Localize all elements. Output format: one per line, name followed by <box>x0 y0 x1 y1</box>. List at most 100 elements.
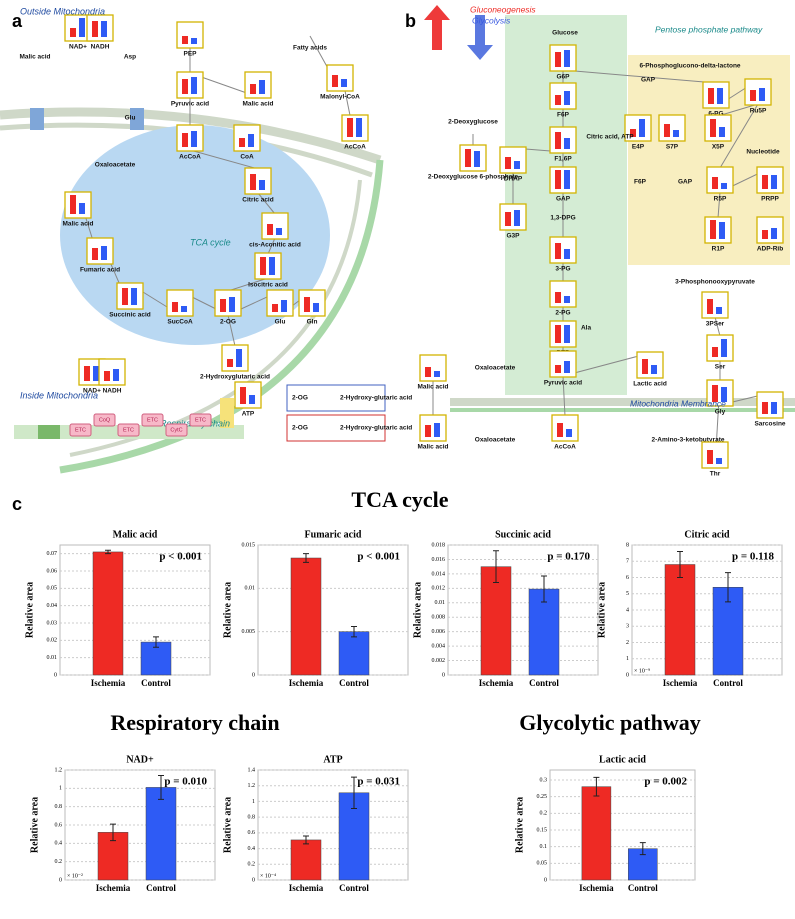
metabolite-box <box>341 114 369 142</box>
mini-bar <box>642 359 648 374</box>
mini-bar <box>191 38 197 44</box>
y-tick-label: 0 <box>626 672 629 678</box>
y-tick-label: 5 <box>626 591 629 597</box>
y-axis-label: Relative area <box>29 797 40 853</box>
mini-bar <box>555 52 561 67</box>
x-tick-label: Ischemia <box>663 678 698 688</box>
metabolite-label: Malic acid <box>242 101 273 108</box>
metabolite-label: Malic acid <box>417 444 448 451</box>
mini-bar <box>712 177 718 189</box>
y-tick-label: 0.01 <box>435 600 446 606</box>
pathway-link <box>714 316 721 337</box>
mini-bar <box>564 91 570 105</box>
y-tick-label: 0 <box>252 672 255 678</box>
metabolite-label: CoA <box>240 154 254 161</box>
panel-letter: c <box>12 494 22 514</box>
y-tick-label: 1 <box>252 799 255 805</box>
metabolite-box <box>549 280 577 308</box>
mini-bar <box>716 307 722 314</box>
y-tick-label: 0.02 <box>47 638 58 644</box>
metabolite-label: Glu <box>275 319 286 326</box>
metabolite-box <box>549 236 577 264</box>
metabolite-box <box>706 166 734 194</box>
section-heading: Glycolytic pathway <box>519 710 701 735</box>
mini-bar <box>79 203 85 214</box>
metabolite-box <box>98 358 126 386</box>
metabolite-label: 2-Amino-3-ketobutyrate <box>652 437 725 444</box>
pathway-link <box>227 314 236 347</box>
region-label: Gluconeogenesis <box>470 4 536 14</box>
metabolite-label: Nucleotide <box>746 149 780 156</box>
mini-bar <box>79 18 85 37</box>
metabolite-label: F6P <box>557 112 570 119</box>
mini-bar <box>249 395 255 404</box>
mini-bar <box>673 130 679 137</box>
metabolite-label: GAP <box>556 196 571 203</box>
metabolite-box <box>298 289 326 317</box>
error-bar <box>158 775 164 800</box>
pathway-link <box>562 352 651 377</box>
mini-bar <box>70 195 76 214</box>
mini-bar <box>555 292 561 303</box>
error-bar <box>110 823 116 842</box>
chain-label: CoQ <box>99 417 111 423</box>
mini-bar <box>721 183 727 189</box>
chart-title: Fumaric acid <box>305 529 362 540</box>
y-axis-label: Relative area <box>222 797 233 853</box>
mini-bar <box>759 88 765 101</box>
metabolite-label: Succinic acid <box>109 312 151 319</box>
bar <box>581 786 612 881</box>
p-value: p < 0.001 <box>357 551 400 563</box>
metabolite-label: Glu <box>125 115 136 122</box>
chain-complex <box>117 423 140 437</box>
p-value: p = 0.002 <box>644 776 687 788</box>
axis-multiplier: × 10⁻⁴ <box>260 873 276 879</box>
x-tick-label: Control <box>713 678 743 688</box>
panel-letter: b <box>405 11 416 31</box>
legend-to: 2-Hydroxy-glutaric acid <box>340 425 412 432</box>
metabolite-box <box>116 282 144 310</box>
metabolite-box <box>419 354 447 382</box>
metabolite-label: NAD+ <box>69 44 87 51</box>
metabolite-label: AcCoA <box>554 444 576 451</box>
y-axis-label: Relative area <box>514 797 525 853</box>
metabolite-label: NAD+ <box>83 388 101 395</box>
mini-bar <box>664 124 670 137</box>
mini-bar <box>514 210 520 226</box>
metabolite-label: E4P <box>632 144 645 151</box>
p-value: p = 0.010 <box>164 776 207 788</box>
y-tick-label: 1.2 <box>55 767 63 773</box>
y-tick-label: 1 <box>59 786 62 792</box>
pathway-link <box>562 375 566 417</box>
metabolite-box <box>233 124 261 152</box>
region-label: Inside Mitochondria <box>20 390 98 400</box>
x-tick-label: Control <box>141 678 171 688</box>
chain-label: ETC <box>195 417 206 423</box>
x-tick-label: Ischemia <box>289 678 324 688</box>
metabolite-label: NADH <box>103 388 122 395</box>
mini-bar <box>70 28 76 37</box>
pathway-link <box>227 277 269 292</box>
bar <box>290 557 322 676</box>
legend-from: 2-OG <box>292 425 308 432</box>
y-tick-label: 1.4 <box>248 767 256 773</box>
mini-bar <box>630 129 636 137</box>
metabolite-box <box>234 381 262 409</box>
mini-bar <box>719 127 725 137</box>
y-axis-label: Relative area <box>222 582 233 638</box>
mini-bar <box>281 300 287 312</box>
metabolite-label: Oxaloacetate <box>475 437 516 444</box>
metabolite-label: G6P <box>556 74 570 81</box>
mini-bar <box>710 220 716 239</box>
mini-bar <box>716 458 722 464</box>
y-tick-label: 0.8 <box>55 804 63 810</box>
mini-bar <box>272 304 278 312</box>
mini-bar <box>191 77 197 94</box>
y-tick-label: 0.4 <box>55 841 63 847</box>
x-tick-label: Ischemia <box>479 678 514 688</box>
bar <box>480 566 512 676</box>
metabolite-box <box>624 114 652 142</box>
mini-bar <box>332 75 338 87</box>
mini-bar <box>555 95 561 105</box>
mini-bar <box>555 243 561 259</box>
